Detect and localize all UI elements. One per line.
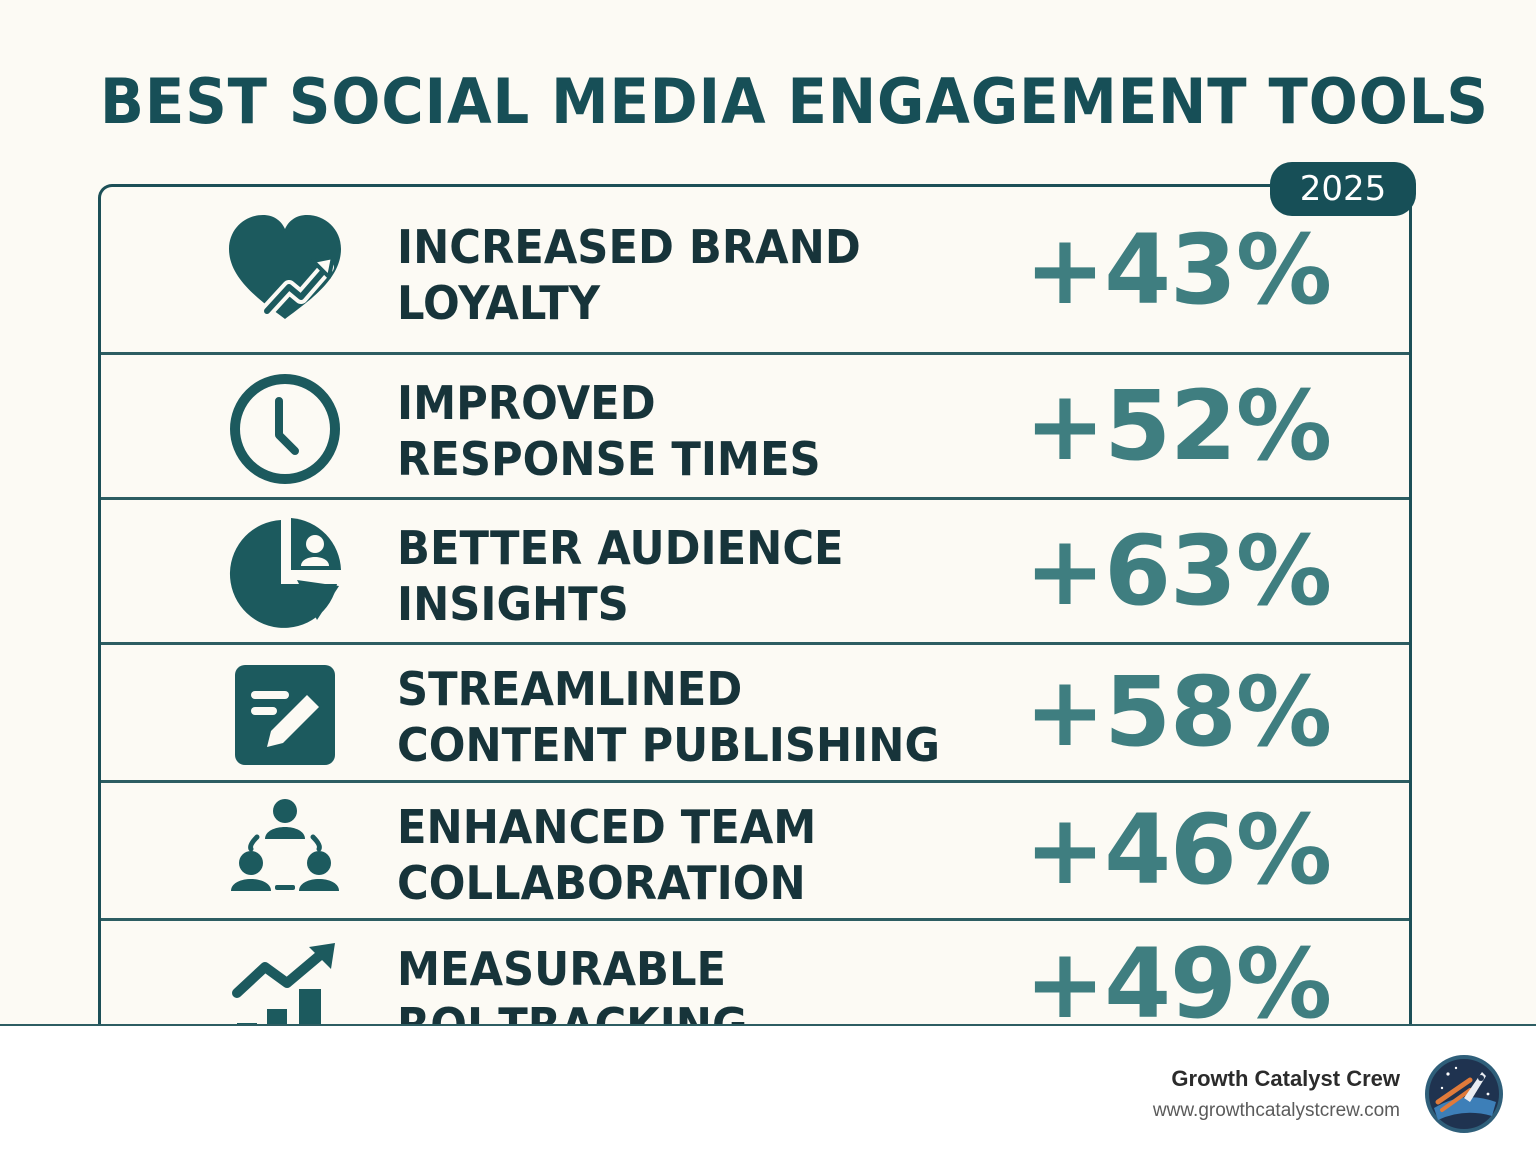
row-value: +49% [1024, 928, 1332, 1040]
edit-document-icon [221, 651, 349, 779]
row-label: IMPROVED RESPONSE TIMES [397, 376, 821, 486]
row-value: +63% [1024, 515, 1332, 627]
page-title: BEST SOCIAL MEDIA ENGAGEMENT TOOLS [100, 65, 1489, 138]
row-value: +46% [1024, 794, 1332, 906]
clock-icon [221, 365, 349, 493]
table-row: STREAMLINED CONTENT PUBLISHING +58% [101, 645, 1409, 783]
pie-audience-icon [221, 510, 349, 638]
brand-name: Growth Catalyst Crew [1171, 1066, 1400, 1091]
row-label: ENHANCED TEAM COLLABORATION [397, 800, 817, 910]
table-row: IMPROVED RESPONSE TIMES +52% [101, 355, 1409, 500]
rocket-logo-icon [1424, 1054, 1504, 1134]
heart-trend-icon [221, 207, 349, 335]
table-row: BETTER AUDIENCE INSIGHTS +63% [101, 500, 1409, 645]
benefits-table: INCREASED BRAND LOYALTY +43% IMPROVED RE… [98, 184, 1412, 1084]
footer: Growth Catalyst Crew www.growthcatalystc… [0, 1024, 1536, 1154]
table-row: INCREASED BRAND LOYALTY +43% [101, 187, 1409, 355]
table-row: ENHANCED TEAM COLLABORATION +46% [101, 783, 1409, 921]
row-value: +52% [1024, 370, 1332, 482]
row-value: +58% [1024, 656, 1332, 768]
row-value: +43% [1024, 214, 1332, 326]
row-label: INCREASED BRAND LOYALTY [397, 220, 861, 330]
row-label: BETTER AUDIENCE INSIGHTS [397, 521, 844, 631]
year-badge: 2025 [1270, 162, 1416, 216]
row-label: STREAMLINED CONTENT PUBLISHING [397, 662, 940, 772]
team-icon [221, 787, 349, 915]
brand-url[interactable]: www.growthcatalystcrew.com [1152, 1100, 1400, 1121]
